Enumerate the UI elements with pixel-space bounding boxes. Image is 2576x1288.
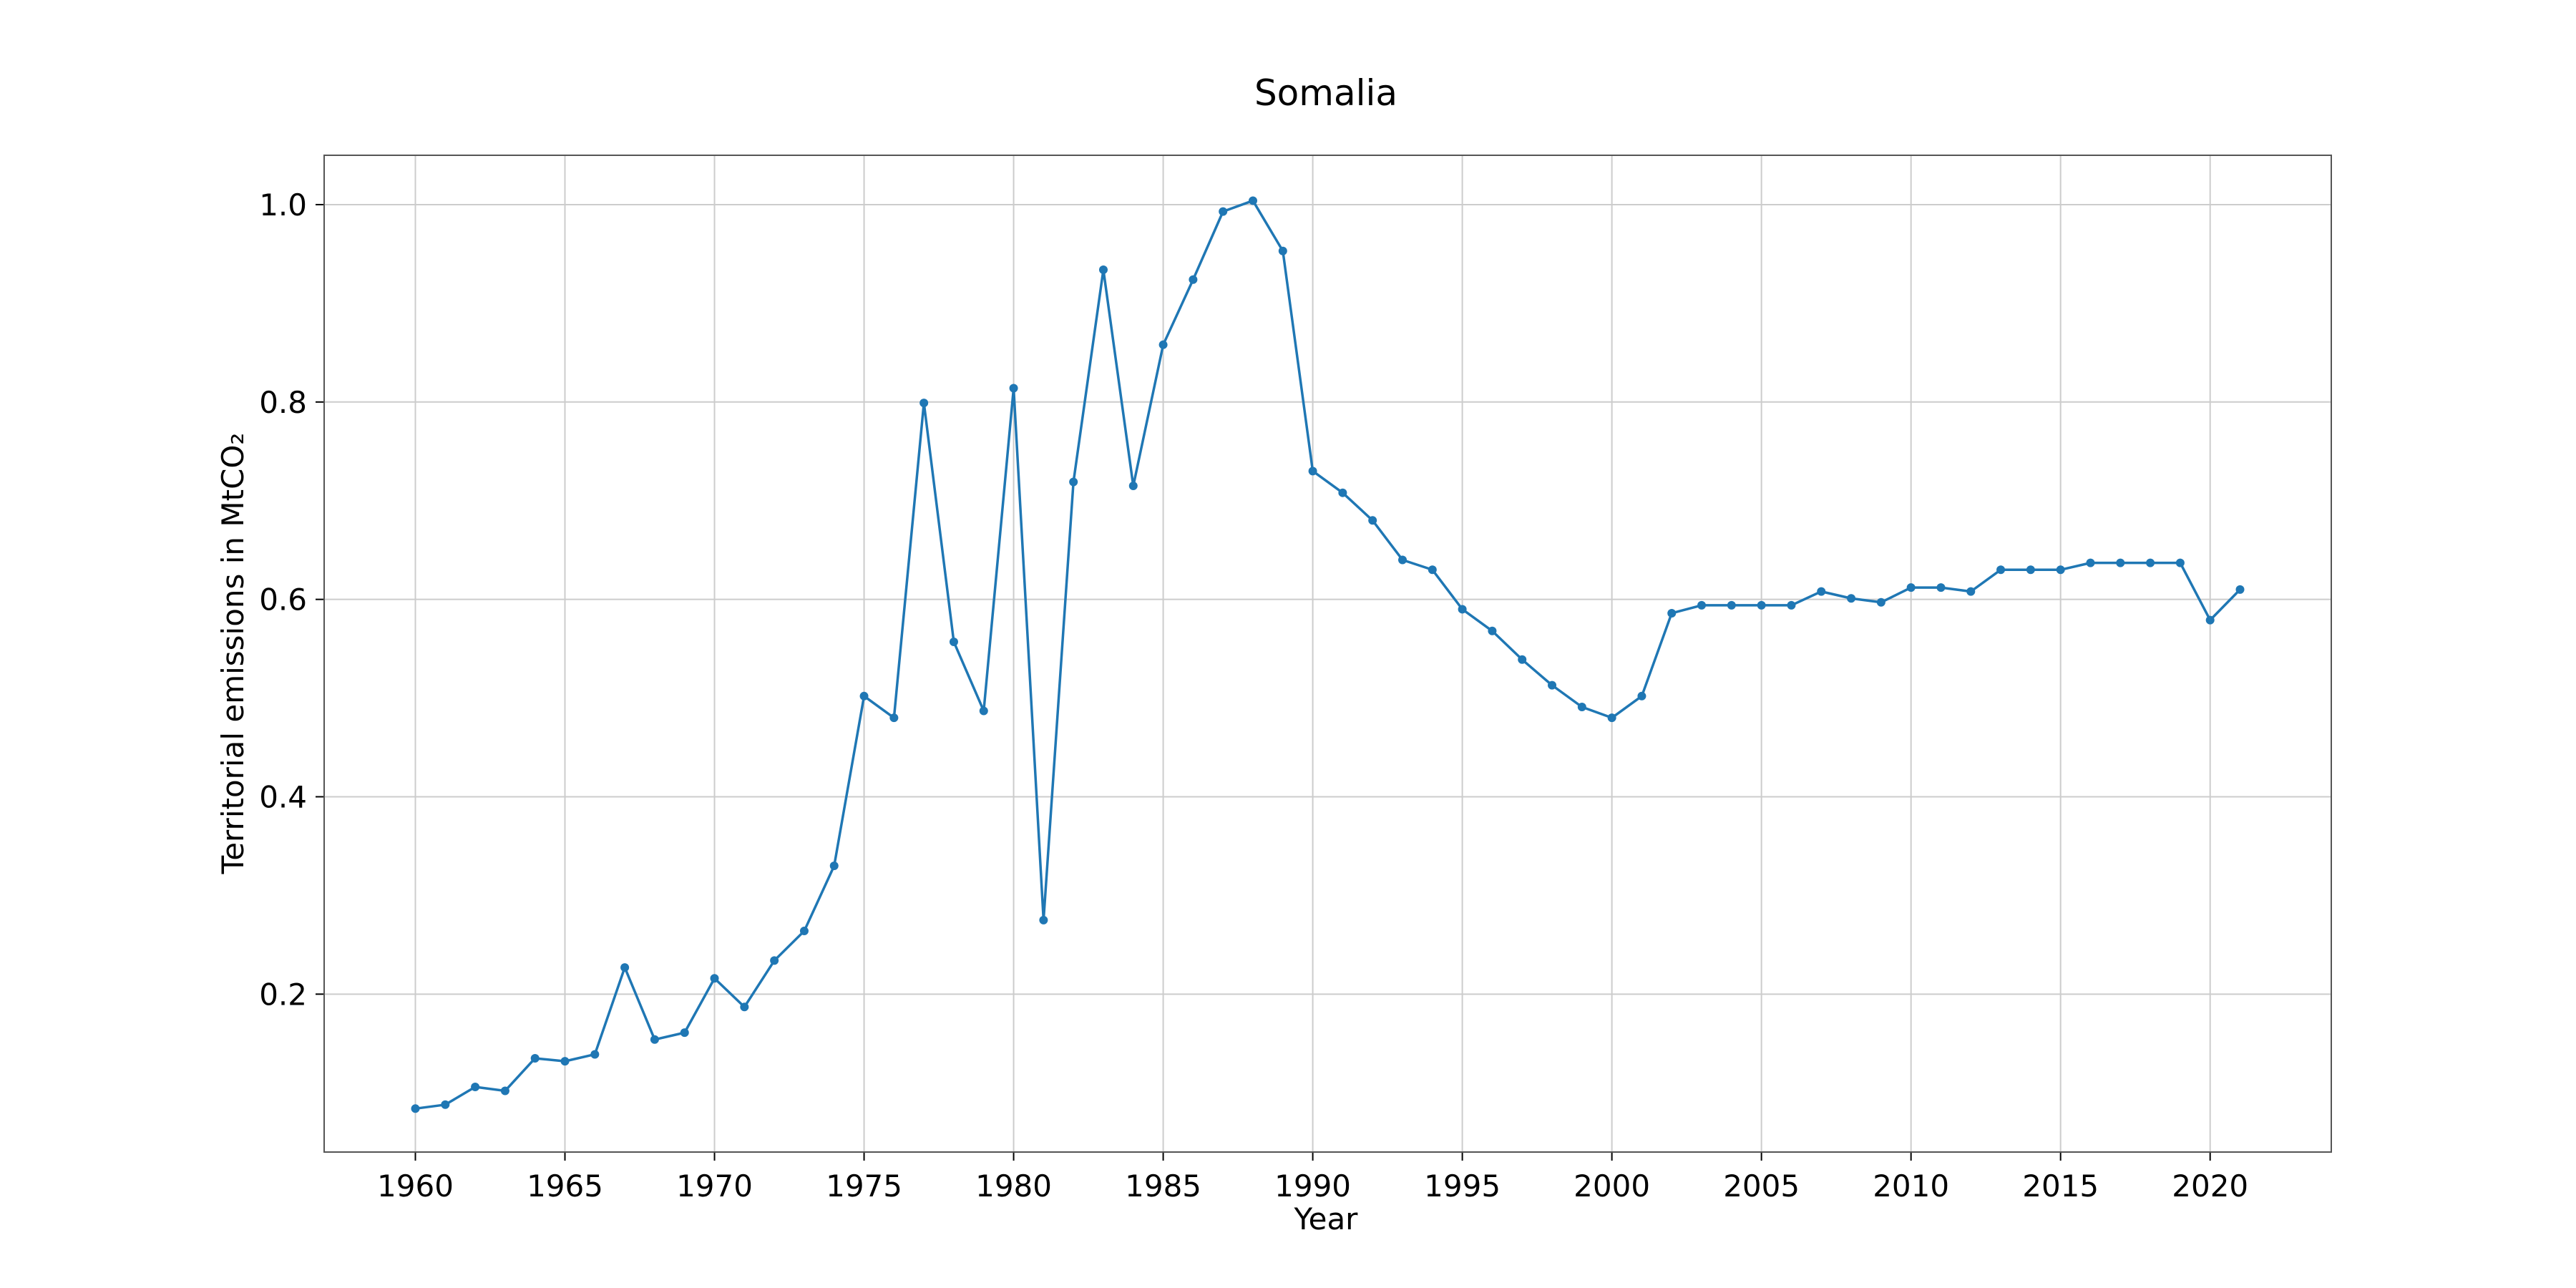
data-point <box>740 1002 748 1011</box>
data-point <box>561 1057 570 1065</box>
data-point <box>1398 555 1407 564</box>
x-tick-label: 1960 <box>377 1169 454 1204</box>
data-point <box>2057 565 2065 574</box>
data-point <box>800 927 809 935</box>
data-point <box>1637 692 1646 701</box>
data-point <box>770 956 779 965</box>
y-tick-label: 1.0 <box>259 187 307 223</box>
data-point <box>1458 605 1467 613</box>
data-point <box>1159 341 1168 349</box>
x-axis-title: Year <box>1294 1201 1359 1236</box>
data-point <box>1757 601 1766 610</box>
data-point <box>1368 516 1377 525</box>
data-point <box>889 713 898 722</box>
x-tick-label: 1990 <box>1274 1169 1351 1204</box>
data-point <box>1966 587 1975 596</box>
data-point <box>411 1104 420 1113</box>
data-point <box>1338 489 1347 497</box>
data-point <box>1608 713 1616 722</box>
data-point <box>680 1028 689 1037</box>
data-point <box>2206 616 2215 625</box>
data-point <box>1727 601 1736 610</box>
data-point <box>1996 565 2005 574</box>
y-tick-label: 0.6 <box>259 582 307 618</box>
data-point <box>2026 565 2035 574</box>
data-point <box>711 974 719 982</box>
data-point <box>1099 265 1108 274</box>
data-point <box>2086 559 2094 567</box>
data-point <box>1129 482 1138 490</box>
data-point <box>1817 587 1825 596</box>
data-point <box>1518 655 1526 664</box>
data-point <box>980 706 988 715</box>
data-point <box>1578 703 1586 711</box>
x-tick-label: 2015 <box>2022 1169 2099 1204</box>
data-point <box>501 1086 509 1095</box>
x-tick-label: 1970 <box>676 1169 753 1204</box>
data-point <box>2176 559 2185 567</box>
x-tick-label: 1985 <box>1125 1169 1201 1204</box>
y-tick-label: 0.4 <box>259 779 307 814</box>
data-point <box>860 692 869 701</box>
x-tick-label: 1975 <box>826 1169 902 1204</box>
data-point <box>2146 559 2155 567</box>
data-point <box>2116 559 2124 567</box>
x-tick-label: 1995 <box>1424 1169 1501 1204</box>
data-point <box>1249 196 1257 205</box>
data-point <box>1069 478 1078 487</box>
data-point <box>2236 585 2245 594</box>
data-point <box>1667 609 1676 618</box>
data-point <box>1219 208 1227 216</box>
data-point <box>1279 247 1287 255</box>
data-point <box>1548 681 1556 690</box>
data-point <box>1697 601 1706 610</box>
data-point <box>1189 275 1197 284</box>
data-point <box>471 1083 479 1091</box>
chart-title: Somalia <box>1254 72 1397 114</box>
data-point <box>590 1050 599 1058</box>
data-point <box>1907 583 1916 592</box>
data-point <box>830 862 839 870</box>
data-point <box>620 963 629 972</box>
data-point <box>1877 598 1885 607</box>
data-point <box>919 399 928 407</box>
x-tick-label: 1980 <box>975 1169 1052 1204</box>
x-tick-label: 2020 <box>2172 1169 2248 1204</box>
data-point <box>1039 916 1048 924</box>
data-point <box>650 1035 659 1044</box>
data-point <box>1428 565 1437 574</box>
data-point <box>531 1054 540 1063</box>
data-point <box>1488 627 1496 635</box>
data-point <box>950 638 958 646</box>
y-tick-label: 0.2 <box>259 977 307 1012</box>
data-point <box>1010 384 1018 392</box>
data-point <box>1847 594 1855 602</box>
data-point <box>1309 467 1317 475</box>
x-tick-label: 1965 <box>527 1169 603 1204</box>
data-point <box>1936 583 1945 592</box>
x-tick-label: 2005 <box>1723 1169 1800 1204</box>
y-axis-title: Territorial emissions in MtCO₂ <box>215 433 250 875</box>
x-tick-label: 2010 <box>1873 1169 1949 1204</box>
y-tick-label: 0.8 <box>259 385 307 420</box>
data-point <box>441 1101 449 1109</box>
data-point <box>1787 601 1795 610</box>
x-tick-label: 2000 <box>1574 1169 1650 1204</box>
